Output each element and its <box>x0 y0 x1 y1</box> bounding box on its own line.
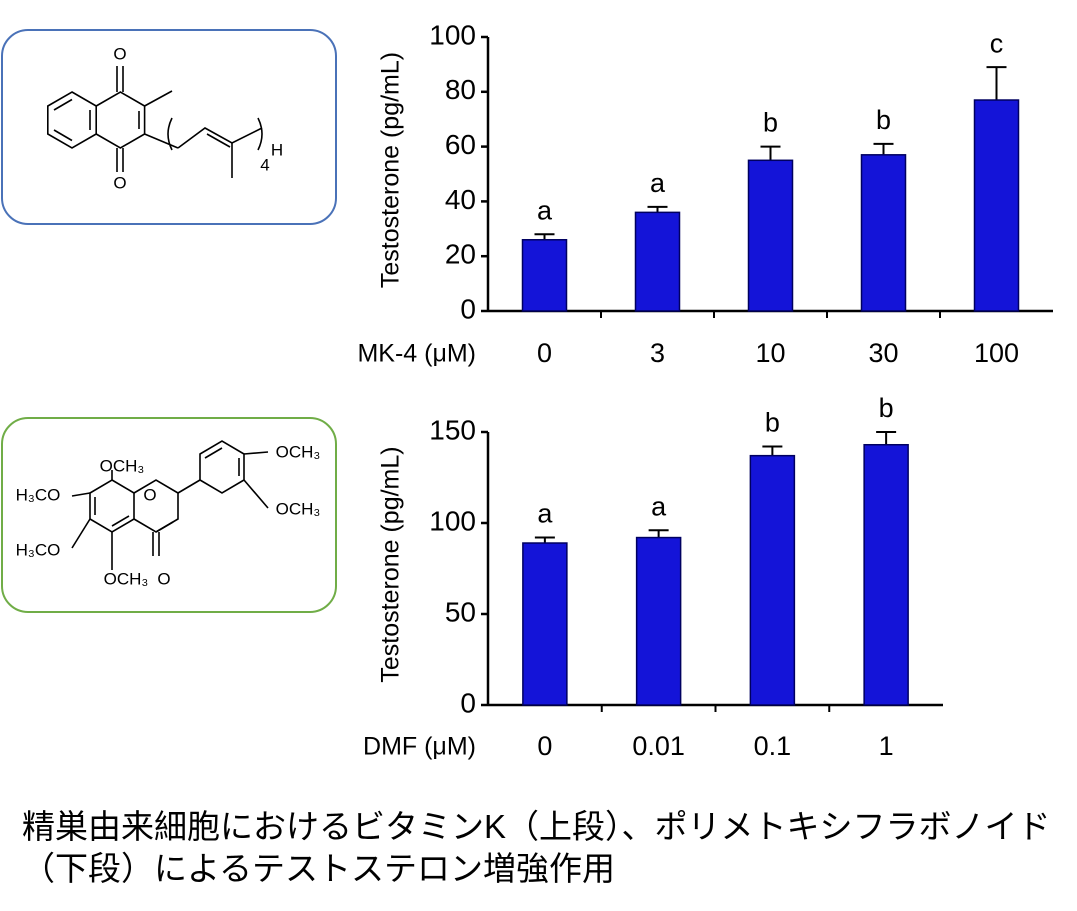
atom-label: O <box>113 44 126 63</box>
y-tick-label: 0 <box>460 687 476 718</box>
atom-label: 4 <box>260 155 269 174</box>
bar <box>522 542 568 706</box>
error-bar <box>760 145 781 161</box>
x-tick-label: 30 <box>868 338 898 368</box>
significance-letter: a <box>650 168 666 198</box>
y-tick-label: 0 <box>460 293 476 324</box>
bar <box>863 443 909 706</box>
y-tick-label: 80 <box>445 74 476 105</box>
atom-label: OCH₃ <box>100 456 145 475</box>
x-tick-label: 0.01 <box>632 731 685 761</box>
y-tick-label: 20 <box>445 239 476 270</box>
mk4-structure <box>46 66 263 178</box>
bar <box>634 211 681 312</box>
y-tick-label: 100 <box>429 19 476 50</box>
atom-label: H <box>271 140 283 159</box>
bar <box>635 536 682 706</box>
error-bar <box>986 66 1007 101</box>
bar <box>521 239 568 312</box>
atom-label: OCH₃ <box>276 499 321 518</box>
error-bar <box>876 431 897 445</box>
significance-letter: a <box>537 499 553 529</box>
error-bar <box>534 233 555 240</box>
y-axis-label: Testosterone (pg/mL) <box>377 52 405 288</box>
atom-label: O <box>143 485 156 504</box>
x-tick-label: 100 <box>974 338 1019 368</box>
bar <box>747 159 794 312</box>
y-tick-label: 40 <box>445 184 476 215</box>
x-axis-label: DMF (μM) <box>363 733 476 761</box>
error-bar <box>648 529 669 538</box>
significance-letter: b <box>879 393 894 423</box>
x-tick-label: 1 <box>879 731 894 761</box>
bar <box>860 154 907 312</box>
error-bar <box>873 142 894 155</box>
y-tick-label: 60 <box>445 129 476 160</box>
significance-letter: b <box>765 408 780 438</box>
x-tick-label: 10 <box>755 338 785 368</box>
atom-label: O <box>113 173 126 192</box>
caption: （下段）によるテストステロン増強作用 <box>22 850 615 887</box>
x-tick-label: 3 <box>650 338 665 368</box>
significance-letter: b <box>763 108 778 138</box>
error-bar <box>762 445 783 456</box>
atom-label: H₃CO <box>16 485 61 504</box>
y-axis-label: Testosterone (pg/mL) <box>377 446 405 682</box>
structure-box <box>1 417 337 613</box>
atom-label: OCH₃ <box>104 569 149 588</box>
x-axis-label: MK-4 (μM) <box>357 340 476 368</box>
atom-label: H₃CO <box>16 540 61 559</box>
x-tick-label: 0 <box>537 338 552 368</box>
significance-letter: a <box>537 195 553 225</box>
y-tick-label: 100 <box>429 505 476 536</box>
y-tick-label: 150 <box>429 414 476 445</box>
structure-box <box>1 29 337 225</box>
atom-label: OCH₃ <box>276 442 321 461</box>
error-bar <box>534 536 555 544</box>
significance-letter: b <box>876 105 891 135</box>
significance-letter: a <box>651 491 667 521</box>
x-tick-label: 0.1 <box>754 731 792 761</box>
dmf-structure <box>71 440 269 570</box>
bar <box>749 454 796 706</box>
significance-letter: c <box>990 28 1004 58</box>
x-tick-label: 0 <box>537 731 552 761</box>
error-bar <box>647 205 668 213</box>
y-tick-label: 50 <box>445 596 476 627</box>
bar <box>973 99 1020 312</box>
caption: 精巣由来細胞におけるビタミンK（上段）、ポリメトキシフラボノイド <box>22 808 1051 845</box>
atom-label: O <box>157 569 170 588</box>
